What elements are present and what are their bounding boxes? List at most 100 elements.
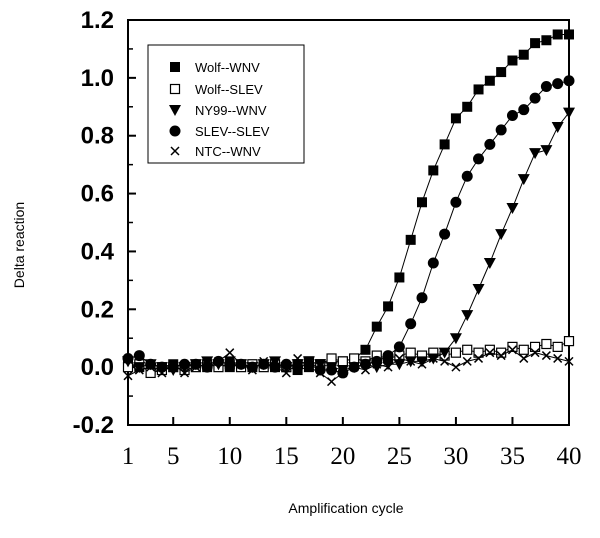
data-point — [314, 364, 326, 376]
data-point — [484, 138, 496, 150]
x-tick-label: 10 — [217, 443, 242, 470]
data-point — [529, 92, 541, 104]
data-point — [167, 361, 179, 373]
data-point — [529, 148, 542, 160]
data-point — [518, 104, 530, 116]
data-point — [338, 368, 348, 378]
data-point — [496, 351, 506, 361]
data-point — [180, 368, 190, 378]
y-tick-label: 1.0 — [81, 65, 114, 92]
legend-marker — [170, 62, 180, 72]
x-marker-stroke — [180, 368, 190, 378]
y-tick-label: -0.2 — [73, 412, 114, 439]
data-point — [315, 368, 325, 378]
data-point — [394, 272, 405, 283]
legend-entry: Wolf--SLEV — [195, 82, 263, 97]
x-marker-stroke — [440, 356, 450, 366]
data-point — [496, 347, 507, 358]
data-point — [270, 362, 280, 372]
data-point — [553, 353, 563, 363]
data-point — [438, 347, 451, 359]
data-point — [506, 203, 519, 215]
data-point — [461, 310, 474, 322]
data-point — [530, 348, 540, 358]
x-marker-stroke — [349, 362, 359, 372]
data-point — [507, 341, 518, 352]
x-marker-stroke — [134, 365, 144, 375]
data-point — [564, 356, 574, 366]
x-marker-stroke — [157, 368, 167, 378]
x-marker-stroke — [259, 356, 269, 366]
data-point — [507, 55, 518, 66]
data-point — [506, 109, 518, 121]
data-point — [564, 29, 574, 40]
data-point — [280, 358, 292, 370]
x-marker-stroke — [170, 146, 180, 156]
y-axis-label: Delta reaction — [11, 202, 27, 288]
data-point — [326, 364, 338, 376]
data-point — [552, 78, 564, 90]
data-point — [484, 75, 495, 86]
y-tick-label: 0.0 — [81, 354, 114, 381]
data-point — [439, 228, 451, 240]
data-point — [134, 365, 144, 375]
data-point — [405, 347, 416, 358]
data-point — [360, 365, 370, 375]
data-point — [303, 358, 315, 370]
data-point — [122, 352, 134, 364]
data-point — [462, 344, 473, 355]
y-tick-label: 0.8 — [81, 123, 114, 150]
data-point — [327, 377, 337, 387]
series-line — [127, 112, 570, 371]
data-point — [440, 356, 450, 366]
data-point — [540, 145, 553, 157]
x-tick-label: 40 — [557, 443, 582, 470]
data-point — [133, 350, 145, 362]
data-point — [462, 356, 472, 366]
legend-entry: NY99--WNV — [195, 103, 267, 118]
data-point — [293, 353, 303, 363]
series-1 — [122, 336, 575, 379]
series-4 — [123, 345, 574, 387]
x-marker-stroke — [564, 356, 574, 366]
data-point — [224, 358, 236, 370]
data-point — [507, 345, 517, 355]
x-marker-stroke — [530, 348, 540, 358]
x-marker-stroke — [541, 351, 551, 361]
x-marker-stroke — [213, 356, 223, 366]
x-marker-stroke — [394, 353, 404, 363]
data-point — [382, 359, 395, 371]
y-axis-label-group: Delta reaction — [11, 202, 27, 288]
data-point — [371, 321, 382, 332]
data-point — [541, 338, 552, 350]
legend-marker — [169, 83, 181, 95]
x-marker-stroke — [462, 356, 472, 366]
x-marker-stroke — [168, 359, 178, 369]
y-tick-label: 0.4 — [81, 238, 115, 265]
x-marker-stroke — [519, 353, 529, 363]
data-point — [540, 81, 552, 93]
data-point — [383, 362, 393, 372]
data-point — [349, 362, 359, 372]
y-tick-label: 1.2 — [81, 7, 114, 34]
x-marker-stroke — [270, 362, 280, 372]
x-axis-label: Amplification cycle — [288, 500, 403, 516]
data-point — [552, 341, 563, 352]
data-point — [259, 356, 269, 366]
x-marker-stroke — [507, 345, 517, 355]
x-marker-stroke — [406, 356, 416, 366]
x-marker-stroke — [191, 362, 201, 372]
data-point — [462, 101, 473, 112]
x-marker-stroke — [146, 362, 156, 372]
data-point — [371, 355, 383, 367]
x-tick-label: 35 — [500, 443, 525, 470]
data-point — [405, 318, 417, 330]
data-point — [495, 124, 507, 136]
data-point — [563, 336, 575, 347]
data-point — [483, 258, 496, 269]
data-point — [529, 341, 541, 352]
series-line — [127, 349, 570, 383]
data-point — [427, 257, 439, 269]
data-point — [326, 353, 337, 364]
legend-marker — [169, 125, 181, 137]
